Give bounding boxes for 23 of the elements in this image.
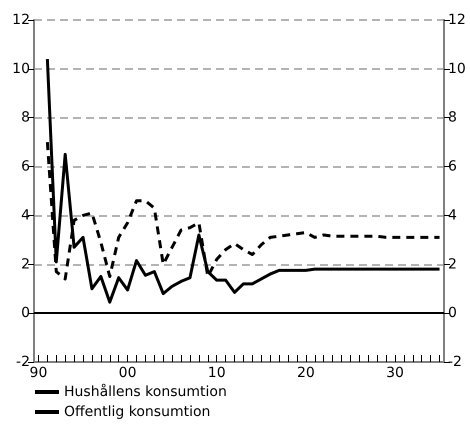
x-tick-label: 30 (386, 365, 404, 381)
y2-tick-label: 6 (448, 158, 457, 175)
y-tick-label: 2 (21, 256, 30, 272)
x-tick-label: 90 (30, 365, 48, 381)
legend-label: Hushållens konsumtion (64, 383, 227, 400)
y-tick-label: 10 (12, 60, 30, 77)
y2-tick-label: 0 (448, 305, 457, 322)
y-tick-label: 0 (21, 305, 30, 322)
x-tick-label: 20 (296, 365, 315, 381)
y2-tick-label: 8 (448, 110, 457, 126)
y2-tick-label: 12 (448, 12, 466, 28)
y-tick-label: 4 (21, 207, 30, 224)
y-tick-label: 8 (21, 110, 30, 126)
line-series (46, 58, 442, 304)
y-tick-label: 6 (21, 158, 30, 175)
x-tick-label: 00 (118, 365, 136, 381)
y2-tick-label: 10 (448, 60, 466, 77)
y2-tick-label: -2 (448, 354, 462, 370)
legend-label: Offentlig konsumtion (64, 404, 210, 420)
y2-tick-label: 2 (448, 256, 457, 272)
y-tick-label: 12 (12, 12, 30, 28)
x-tick-label: 10 (208, 365, 226, 381)
y-tick-label: -2 (16, 354, 30, 370)
